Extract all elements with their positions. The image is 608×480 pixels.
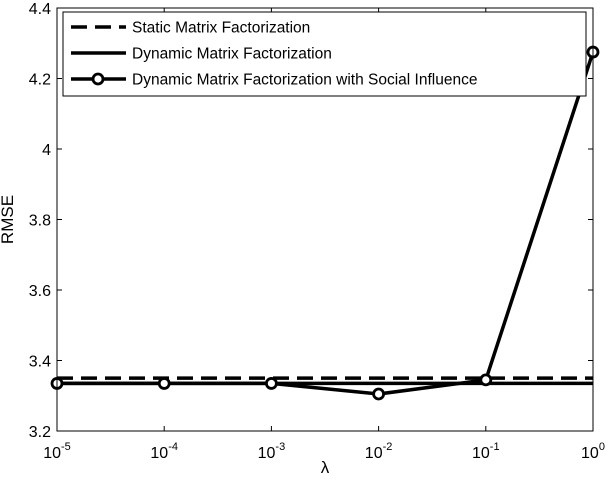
x-axis-label: λ bbox=[321, 458, 330, 477]
legend-box bbox=[62, 11, 587, 97]
series-point-3 bbox=[264, 377, 278, 390]
x-tick-label: 10-5 bbox=[43, 441, 71, 462]
legend: Static Matrix Factorization Dynamic Matri… bbox=[62, 11, 587, 97]
legend-marker-3 bbox=[91, 72, 105, 86]
y-tick-label: 3.6 bbox=[29, 283, 51, 300]
y-tick-label: 3.8 bbox=[29, 213, 51, 230]
y-tick-label: 3.2 bbox=[29, 424, 51, 441]
series-point-3 bbox=[157, 377, 171, 390]
y-tick-label: 3.4 bbox=[29, 354, 51, 371]
x-tick-label: 10-4 bbox=[150, 441, 178, 462]
ticks-layer: 10-5 10-4 10-3 10-2 10-1 100 3.2 3.4 3.6 3.8 4 4.2 4… bbox=[29, 1, 605, 462]
y-tick-label: 4 bbox=[42, 142, 51, 159]
y-tick-label: 4.4 bbox=[29, 1, 51, 18]
y-tick-label: 4.2 bbox=[29, 72, 51, 89]
x-tick-label: 10-2 bbox=[365, 441, 393, 462]
y-axis-label: RMSE bbox=[0, 195, 17, 244]
series-point-3 bbox=[372, 387, 386, 401]
series-line-3 bbox=[57, 51, 595, 396]
x-tick-label: 10-1 bbox=[472, 441, 500, 462]
legend-label-2: Dynamic Matrix Factorization bbox=[132, 46, 332, 63]
series-layer bbox=[50, 45, 600, 401]
legend-label-3: Dynamic Matrix Factorization with Social… bbox=[132, 72, 477, 89]
x-tick-label: 100 bbox=[581, 441, 605, 462]
x-tick-label: 10-3 bbox=[258, 441, 286, 462]
legend-label-1: Static Matrix Factorization bbox=[132, 20, 310, 37]
series-point-3 bbox=[479, 373, 493, 387]
